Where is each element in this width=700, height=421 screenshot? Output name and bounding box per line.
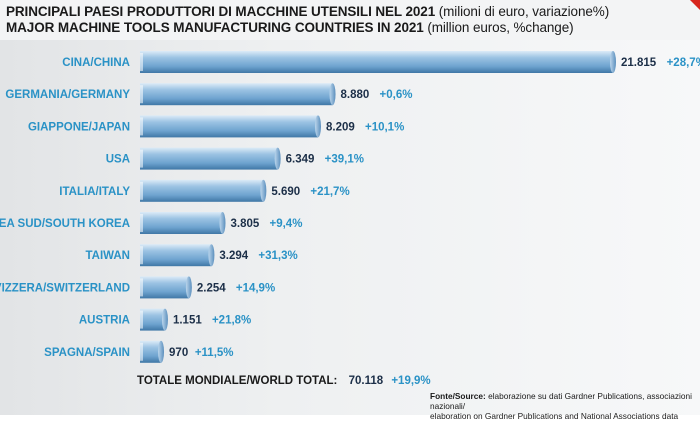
header-band <box>0 0 700 40</box>
chart-title-italian-sub: (milioni di euro, variazione%) <box>438 4 610 19</box>
change-label: +0,6% <box>380 89 413 101</box>
bar-start-cap <box>140 117 143 136</box>
bar-start-cap <box>140 278 143 297</box>
category-label: ITALIA/ITALY <box>59 186 130 198</box>
bar <box>140 340 162 363</box>
bar-end-cap <box>610 51 616 73</box>
bar-end-cap <box>158 340 165 363</box>
chart-title-english: MAJOR MACHINE TOOLS MANUFACTURING COUNTR… <box>6 20 574 35</box>
change-label: +9,4% <box>270 218 303 230</box>
chart-panel <box>0 40 700 415</box>
bar <box>140 179 264 202</box>
bar <box>140 308 165 331</box>
bar-series: CINA/CHINA 21.815 +28,7% GERMANIA/GERMANY 8.… <box>0 51 700 363</box>
chart-title-italian-main: PRINCIPALI PAESI PRODUTTORI DI MACCHINE … <box>6 4 436 19</box>
value-label: 5.690 <box>271 186 300 198</box>
source-line-1: elaborazione su dati Gardner Publication… <box>430 391 692 411</box>
value-label: 6.349 <box>286 154 315 166</box>
bar <box>140 276 189 299</box>
category-label: SPAGNA/SPAIN <box>44 347 130 359</box>
bar-start-cap <box>140 85 143 104</box>
value-label: 3.805 <box>231 218 260 230</box>
change-label: +21,8% <box>212 315 251 327</box>
bar-end-cap <box>314 115 321 138</box>
bar-start-cap <box>140 181 143 200</box>
chart-title-english-sub: (million euros, %change) <box>427 20 574 35</box>
world-total: TOTALE MONDIALE/WORLD TOTAL: 70.118 +19,… <box>137 375 431 387</box>
bar-start-cap <box>140 342 143 361</box>
bar <box>140 212 223 234</box>
change-label: +14,9% <box>236 282 275 294</box>
bar-start-cap <box>140 149 143 168</box>
category-label: GERMANIA/GERMANY <box>5 89 130 101</box>
bar <box>140 51 613 73</box>
value-label: 970 <box>169 347 188 359</box>
bar <box>140 83 333 106</box>
change-label: +39,1% <box>325 154 364 166</box>
category-label: TAIWAN <box>85 250 130 262</box>
value-label: 21.815 <box>621 57 657 69</box>
bar-start-cap <box>140 310 143 329</box>
source-note: Fonte/Source: elaborazione su dati Gardn… <box>430 391 698 421</box>
chart-title-english-main: MAJOR MACHINE TOOLS MANUFACTURING COUNTR… <box>6 20 424 35</box>
value-label: 1.151 <box>173 315 202 327</box>
bar-end-cap <box>274 147 281 170</box>
bar-start-cap <box>140 246 143 265</box>
change-label: +10,1% <box>365 121 404 133</box>
bar-end-cap <box>260 179 267 202</box>
category-label: USA <box>106 154 130 166</box>
change-label: +11,5% <box>195 347 234 359</box>
bar-end-cap <box>185 276 192 299</box>
red-corner-accent <box>690 0 700 10</box>
source-label: Fonte/Source: <box>430 391 486 401</box>
bar <box>140 147 278 170</box>
source-line-2: elaboration on Gardner Publications and … <box>430 411 679 421</box>
world-total-value: 70.118 <box>348 375 384 387</box>
category-label: CINA/CHINA <box>62 57 130 69</box>
chart-title-italian: PRINCIPALI PAESI PRODUTTORI DI MACCHINE … <box>6 4 609 19</box>
bar-end-cap <box>161 308 168 331</box>
category-label: COREA SUD/SOUTH KOREA <box>0 218 130 230</box>
value-label: 3.294 <box>219 250 248 262</box>
category-label: SVIZZERA/SWITZERLAND <box>0 282 130 294</box>
bar-end-cap <box>208 244 215 267</box>
category-label: AUSTRIA <box>79 315 130 327</box>
bar-start-cap <box>140 53 143 71</box>
change-label: +31,3% <box>258 250 297 262</box>
value-label: 2.254 <box>197 282 226 294</box>
bar <box>140 115 318 138</box>
bar-end-cap <box>329 83 336 106</box>
bar <box>140 244 212 267</box>
value-label: 8.880 <box>341 89 370 101</box>
value-label: 8.209 <box>326 121 355 133</box>
bar-start-cap <box>140 214 143 232</box>
change-label: +28,7% <box>667 57 700 69</box>
bar-end-cap <box>219 212 226 234</box>
world-total-label: TOTALE MONDIALE/WORLD TOTAL: <box>137 375 338 387</box>
change-label: +21,7% <box>310 186 349 198</box>
category-label: GIAPPONE/JAPAN <box>28 121 130 133</box>
world-total-change: +19,9% <box>391 375 431 387</box>
